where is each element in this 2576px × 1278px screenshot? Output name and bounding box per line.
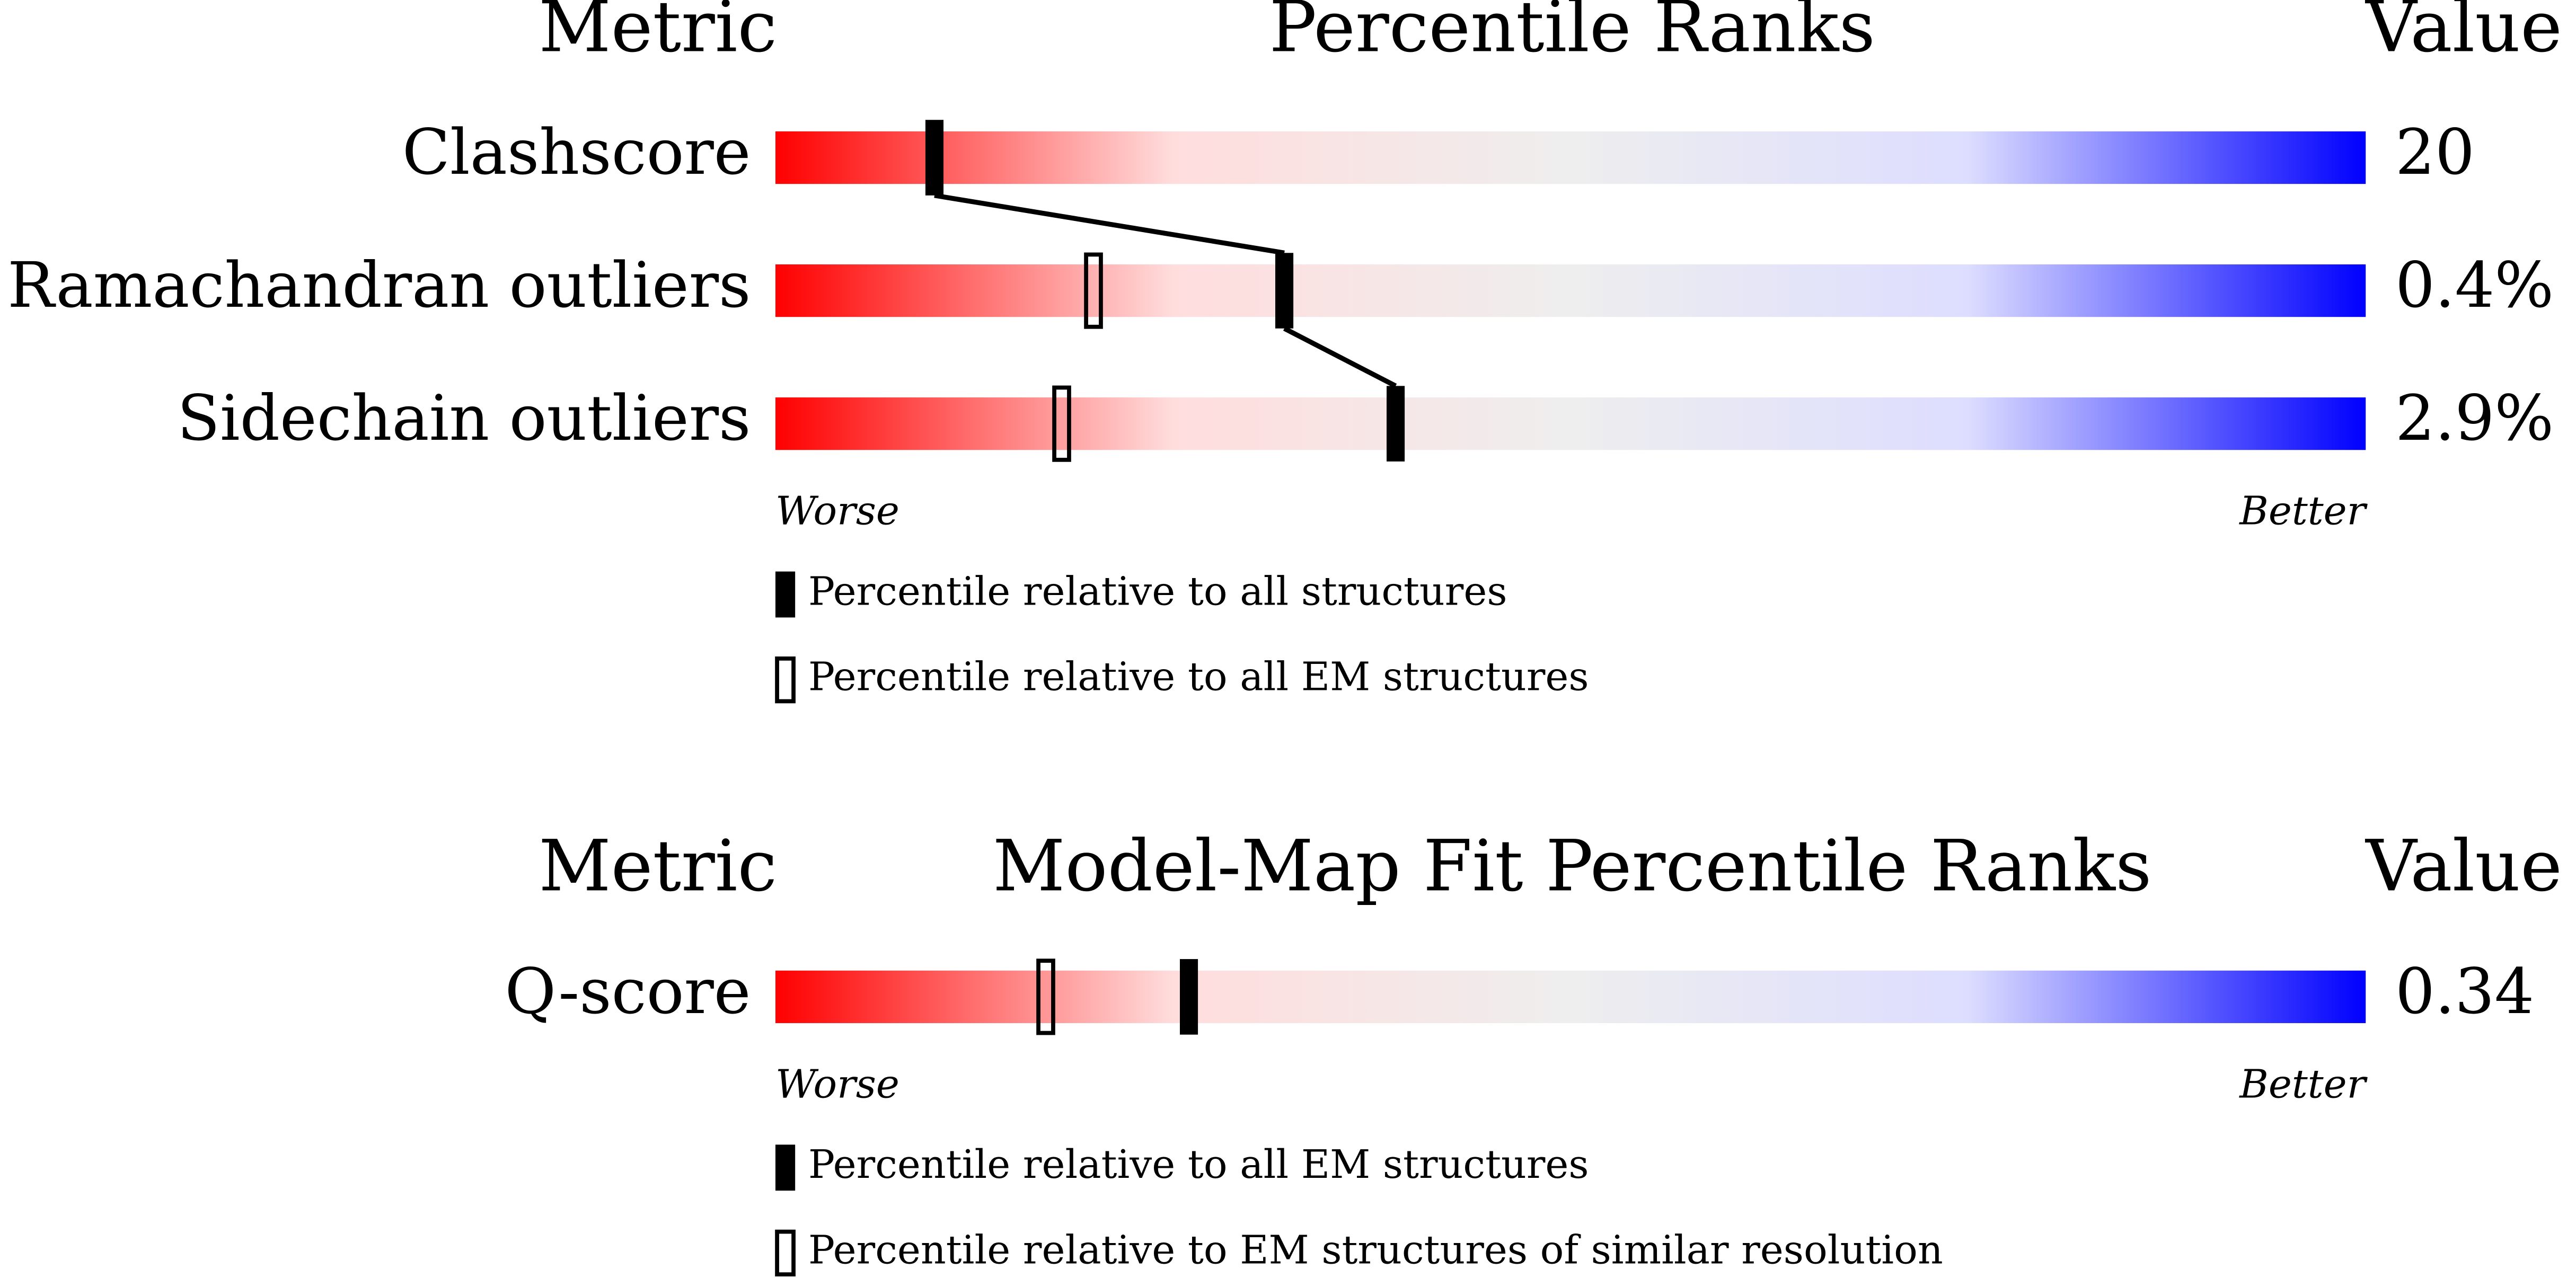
- slider-bar: [775, 397, 2366, 450]
- legend-icon: [775, 1144, 796, 1191]
- metric-value: 0.4%: [2395, 249, 2554, 322]
- slider-bar: [775, 131, 2366, 184]
- metric-value: 2.9%: [2395, 382, 2554, 455]
- metric-value: 0.34: [2395, 955, 2534, 1028]
- legend-icon: [775, 656, 796, 704]
- legend-label: Percentile relative to all structures: [808, 568, 1507, 614]
- metric-header: Metric: [539, 0, 777, 68]
- percentile-marker-open: [1036, 958, 1055, 1035]
- legend-icon: [775, 1229, 796, 1277]
- legend-label: Percentile relative to EM structures of …: [808, 1227, 1943, 1273]
- worse-label: Worse: [775, 1061, 899, 1107]
- metric-label: Clashscore: [402, 116, 751, 189]
- percentile-marker-open: [1052, 385, 1071, 462]
- percentile-marker-open: [1084, 252, 1103, 329]
- worse-label: Worse: [775, 488, 899, 534]
- value-header: Value: [2365, 825, 2562, 907]
- title: Model-Map Fit Percentile Ranks: [993, 825, 2152, 907]
- value-header: Value: [2365, 0, 2562, 68]
- connector: [934, 193, 1285, 255]
- percentile-marker: [1179, 959, 1198, 1035]
- slider-bar: [775, 264, 2366, 317]
- metric-value: 20: [2395, 116, 2475, 189]
- metric-label: Sidechain outliers: [177, 382, 751, 455]
- better-label: Better: [2238, 488, 2368, 534]
- percentile-marker: [1387, 386, 1405, 462]
- legend-label: Percentile relative to all EM structures: [808, 654, 1589, 700]
- legend-icon: [775, 571, 796, 618]
- metric-label: Q-score: [505, 955, 751, 1028]
- percentile-marker: [1275, 253, 1294, 329]
- better-label: Better: [2238, 1061, 2368, 1107]
- connector: [1283, 326, 1397, 388]
- title: Percentile Ranks: [1269, 0, 1875, 68]
- metric-header: Metric: [539, 825, 777, 907]
- metric-label: Ramachandran outliers: [7, 249, 751, 322]
- slider-bar: [775, 970, 2366, 1023]
- percentile-marker: [925, 120, 944, 196]
- legend-label: Percentile relative to all EM structures: [808, 1141, 1589, 1187]
